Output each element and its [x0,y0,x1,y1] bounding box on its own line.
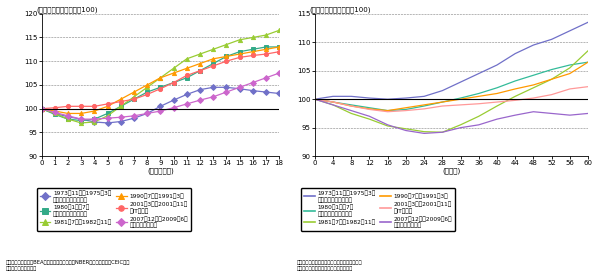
Legend: 1973年11月～1975广3月
（第一次石油危機等）, 1980年1月～7月
（第二次石油危機等）, 1981年7月～1982年11月, 1990年7月～19: 1973年11月～1975广3月 （第一次石油危機等）, 1980年1月～7月 … [37,187,191,231]
Legend: 1973年11月～1975广3月
（第一次石油危機等）, 1980年1月～7月
（第二次石油危機等）, 1981年7月～1982年11月, 1990年7月～19: 1973年11月～1975广3月 （第一次石油危機等）, 1980年1月～7月 … [301,187,455,231]
Text: 備考：非農業部門雇用者数（政府部門含む）。
資料：米国労働省、報道資料から作成。: 備考：非農業部門雇用者数（政府部門含む）。 資料：米国労働省、報道資料から作成。 [297,260,362,271]
Text: (各リセッション入り＝100): (各リセッション入り＝100) [37,6,99,13]
X-axis label: (経過月): (経過月) [443,168,460,174]
Text: (各リセッション入り＝100): (各リセッション入り＝100) [309,6,371,13]
X-axis label: (経過四半期): (経過四半期) [147,168,174,174]
Text: 資料：米国商務省（BEA）、全米経済研究所（NBER）、報道資料、CEICデー
　タベースから作成。: 資料：米国商務省（BEA）、全米経済研究所（NBER）、報道資料、CEICデー … [6,260,130,271]
